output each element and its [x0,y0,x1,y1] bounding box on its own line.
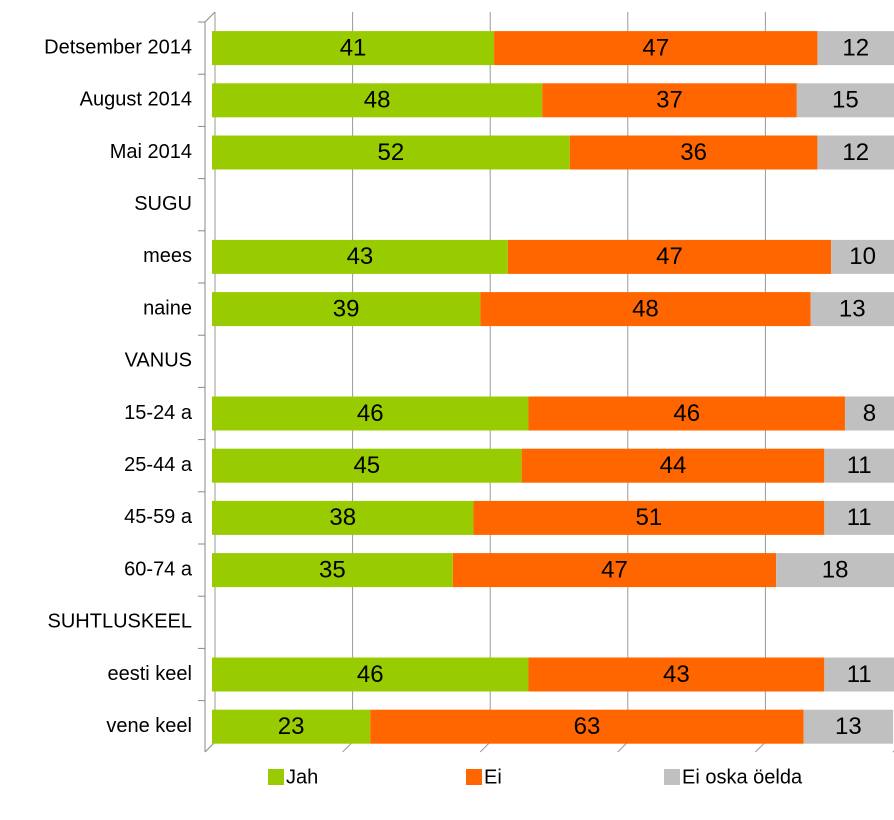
y-tick-label: 60-74 a [124,558,193,580]
y-tick-label: 15-24 a [124,402,193,424]
bar-segment [824,500,894,535]
value-label: 23 [278,713,305,740]
value-label: 35 [319,556,346,583]
value-label: 39 [333,295,360,322]
y-tick-label: vene keel [106,715,192,737]
value-label: 12 [842,34,869,61]
value-label: 63 [574,713,601,740]
y-axis-depth [204,11,216,23]
bar-segment [212,657,529,692]
value-label: 47 [656,243,683,270]
bar-segment [810,292,894,327]
bar-segment [817,135,894,170]
value-label: 47 [601,556,628,583]
bar-segment [473,500,825,535]
value-label: 43 [347,243,374,270]
value-label: 10 [849,243,876,270]
bar-segment [212,239,508,274]
bar-segment [212,292,481,327]
value-label: 11 [847,661,872,688]
value-label: 43 [663,661,690,688]
value-label: 37 [656,87,683,114]
bar-segment [824,657,894,692]
bar-segment [212,83,543,118]
legend-label: Ei [484,766,502,788]
y-tick-label: SUGU [134,193,192,215]
bar-segment [542,83,797,118]
bar-segment [817,31,894,66]
bar-segment [776,553,894,588]
bar-segment [796,83,894,118]
value-label: 48 [632,295,659,322]
bar-segment [494,31,818,66]
bar-segment [212,448,522,483]
value-label: 13 [839,295,866,322]
bar-segment [212,553,453,588]
bar-segment [480,292,811,327]
legend-label: Jah [286,766,318,788]
value-label: 47 [642,34,669,61]
bar-segment [528,396,845,431]
bar-segment [528,657,825,692]
value-label: 18 [822,556,849,583]
value-label: 45 [353,452,380,479]
value-label: 48 [364,87,391,114]
value-label: 11 [847,504,872,531]
y-tick-label: SUHTLUSKEEL [48,611,193,633]
legend-swatch [664,769,680,785]
bar-segment [844,396,894,431]
legend-label: Ei oska öelda [682,766,803,788]
value-label: 38 [329,504,356,531]
value-label: 36 [680,139,707,166]
bar-segment [212,135,570,170]
bar-segment [212,31,495,66]
bar-segment [452,553,777,588]
value-label: 44 [660,452,687,479]
value-label: 46 [357,400,384,427]
bar-segment [212,500,474,535]
y-tick-label: VANUS [125,350,192,372]
bar-segment [831,239,894,274]
value-label: 41 [340,34,367,61]
y-tick-label: Mai 2014 [110,141,192,163]
y-tick-label: Detsember 2014 [44,36,192,58]
y-tick-label: August 2014 [80,89,192,111]
bar-segment [569,135,818,170]
value-label: 8 [863,400,876,427]
legend-swatch [268,769,284,785]
bar-segment [507,239,832,274]
value-label: 11 [847,452,872,479]
bar-segment [212,396,529,431]
value-label: 15 [832,87,859,114]
value-label: 13 [835,713,862,740]
value-label: 12 [842,139,869,166]
y-tick-label: naine [143,297,192,319]
y-tick-label: eesti keel [108,663,193,685]
bar-segment [212,709,371,744]
value-label: 46 [673,400,700,427]
bar-segment [824,448,894,483]
value-label: 46 [357,661,384,688]
y-tick-label: 45-59 a [124,506,193,528]
y-tick-label: mees [143,245,192,267]
value-label: 51 [636,504,663,531]
value-label: 52 [378,139,405,166]
y-tick-label: 25-44 a [124,454,193,476]
bar-segment [521,448,825,483]
legend-swatch [466,769,482,785]
bar-segment [803,709,894,744]
bar-segment [370,709,804,744]
